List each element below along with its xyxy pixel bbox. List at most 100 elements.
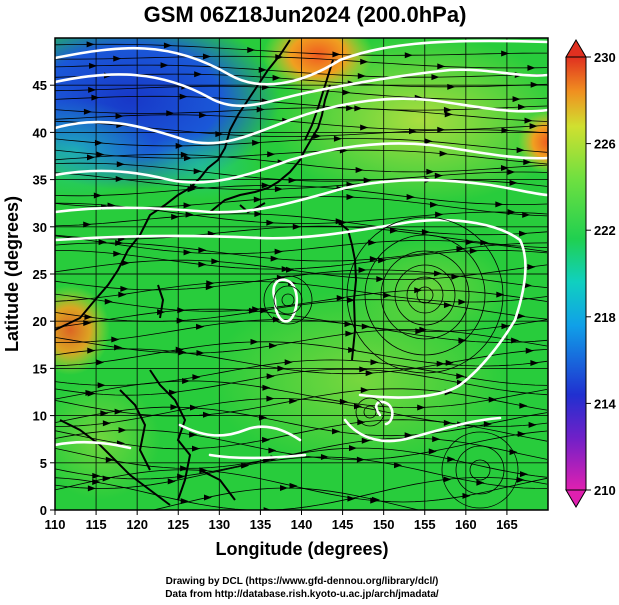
flow-arrow <box>194 71 203 78</box>
x-tick-label: 130 <box>208 517 230 532</box>
streamline <box>55 149 548 165</box>
flow-arrow <box>522 211 531 218</box>
flow-arrow <box>203 494 212 501</box>
flow-arrow <box>516 147 525 154</box>
y-tick-label: 35 <box>33 173 47 188</box>
flow-arrow <box>406 193 415 200</box>
streamline <box>55 348 548 375</box>
flow-arrow <box>434 172 443 179</box>
colorbar: 210 214 218 222 226 230 <box>565 39 616 508</box>
flow-arrow <box>529 123 538 130</box>
flow-arrow <box>183 249 192 256</box>
streamline <box>55 341 548 367</box>
flow-arrow <box>266 373 275 380</box>
flow-arrow <box>284 359 293 366</box>
y-tick-label: 30 <box>33 220 47 235</box>
cyclone-circulation <box>263 216 519 509</box>
flow-arrow <box>115 240 124 247</box>
flow-arrow <box>523 282 532 289</box>
flow-arrow <box>511 337 520 344</box>
flow-arrow <box>528 421 537 428</box>
streamline <box>55 329 548 354</box>
x-tick-label: 160 <box>455 517 477 532</box>
flow-arrow <box>180 498 189 505</box>
flow-arrow <box>248 307 257 314</box>
flow-arrow <box>469 247 478 254</box>
x-axis-label: Longitude (degrees) <box>215 539 388 559</box>
flow-arrow <box>357 73 366 80</box>
streamline <box>55 380 548 409</box>
flow-arrow <box>523 159 532 166</box>
flow-arrow <box>346 194 355 201</box>
flow-arrow <box>354 403 363 410</box>
flow-arrow <box>445 359 454 366</box>
streamline <box>55 184 548 205</box>
flow-arrow <box>177 473 186 480</box>
streamline <box>55 43 547 56</box>
flow-arrow <box>280 484 289 491</box>
flow-arrow <box>115 175 124 182</box>
flow-arrow <box>277 365 286 372</box>
plot-area <box>55 38 548 519</box>
flow-arrow <box>262 436 271 443</box>
flow-arrow <box>332 51 341 58</box>
flow-arrow <box>432 436 441 443</box>
streamline <box>55 235 548 255</box>
streamline <box>55 477 548 510</box>
flow-arrow <box>443 106 452 113</box>
flow-arrow <box>160 62 169 69</box>
x-tick-label: 135 <box>250 517 272 532</box>
flow-arrow <box>370 359 379 366</box>
flow-arrow <box>417 404 426 411</box>
flow-arrow <box>261 182 270 189</box>
flow-arrow <box>360 387 369 394</box>
flow-arrow <box>358 267 367 274</box>
flow-arrow <box>256 106 265 113</box>
streamline <box>55 368 548 396</box>
flow-arrow <box>443 476 452 483</box>
flow-arrow <box>360 124 369 131</box>
flow-arrow <box>196 323 205 330</box>
flow-arrow <box>347 495 356 502</box>
flow-arrow <box>404 432 413 439</box>
flow-arrow <box>105 456 114 463</box>
y-tick-label: 45 <box>33 78 47 93</box>
y-tick-label: 10 <box>33 409 47 424</box>
flow-arrow <box>368 239 377 246</box>
flow-arrow <box>445 513 453 519</box>
flow-arrow <box>530 81 539 88</box>
flow-arrow <box>97 382 106 389</box>
flow-arrow <box>289 397 298 404</box>
flow-arrow <box>178 349 187 356</box>
streamline <box>55 172 548 190</box>
flow-arrow <box>447 83 456 90</box>
flow-arrow <box>519 230 528 237</box>
flow-arrow <box>87 154 96 161</box>
x-tick-label: 115 <box>86 517 107 532</box>
flow-arrow <box>113 250 122 257</box>
flow-arrow <box>183 202 192 209</box>
flow-arrow <box>501 127 510 134</box>
flow-arrow <box>87 347 96 354</box>
y-axis-label: Latitude (degrees) <box>2 196 22 352</box>
flow-arrow <box>355 166 364 173</box>
flow-arrow <box>333 135 342 142</box>
y-tick-label: 0 <box>40 503 47 518</box>
streamline <box>55 250 548 270</box>
flow-arrow <box>94 139 103 146</box>
colorbar-tick-label: 210 <box>594 483 616 498</box>
flow-arrow <box>361 437 370 444</box>
flow-arrow <box>104 298 113 305</box>
flow-arrow <box>363 177 372 184</box>
flow-arrow <box>83 320 92 327</box>
flow-arrow <box>253 196 262 203</box>
flow-arrow <box>339 398 348 405</box>
flow-arrow <box>250 338 259 345</box>
contour-lines <box>55 39 548 460</box>
flow-arrow <box>480 239 489 246</box>
flow-arrow <box>266 219 275 226</box>
flow-arrow <box>369 256 378 263</box>
flow-arrow <box>348 445 357 452</box>
streamline <box>55 447 548 480</box>
